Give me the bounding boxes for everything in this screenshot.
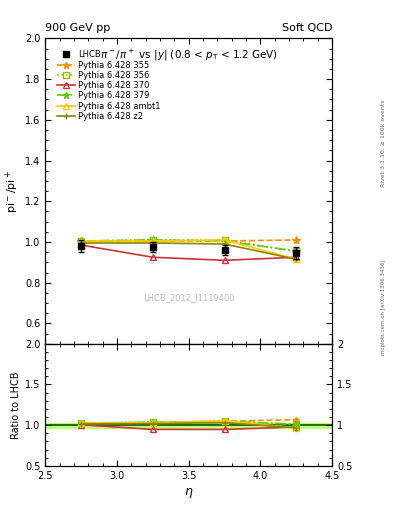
Line: Pythia 6.428 379: Pythia 6.428 379 xyxy=(77,236,300,255)
Line: Pythia 6.428 z2: Pythia 6.428 z2 xyxy=(77,240,300,263)
Pythia 6.428 370 xyxy=(222,257,227,263)
Text: $\pi^-/\pi^+$ vs $|y|$ (0.8 < $p_\mathrm{T}$ < 1.2 GeV): $\pi^-/\pi^+$ vs $|y|$ (0.8 < $p_\mathrm… xyxy=(100,48,277,62)
Pythia 6.428 370 xyxy=(79,242,83,248)
Pythia 6.428 379 xyxy=(222,238,227,244)
Y-axis label: pi$^-$/pi$^+$: pi$^-$/pi$^+$ xyxy=(4,169,21,212)
Pythia 6.428 355 xyxy=(294,237,299,243)
Pythia 6.428 356 xyxy=(151,237,155,243)
Pythia 6.428 z2 xyxy=(294,256,299,262)
Pythia 6.428 z2 xyxy=(222,241,227,247)
Pythia 6.428 355 xyxy=(79,238,83,244)
Pythia 6.428 355 xyxy=(222,238,227,244)
Pythia 6.428 ambt1 xyxy=(294,256,299,262)
Line: Pythia 6.428 356: Pythia 6.428 356 xyxy=(77,237,300,254)
Legend: LHCB, Pythia 6.428 355, Pythia 6.428 356, Pythia 6.428 370, Pythia 6.428 379, Py: LHCB, Pythia 6.428 355, Pythia 6.428 356… xyxy=(55,49,163,122)
Pythia 6.428 356 xyxy=(294,248,299,254)
Pythia 6.428 ambt1 xyxy=(151,238,155,244)
Pythia 6.428 379 xyxy=(294,248,299,254)
Pythia 6.428 ambt1 xyxy=(79,238,83,244)
Pythia 6.428 370 xyxy=(151,254,155,260)
Pythia 6.428 356 xyxy=(222,237,227,243)
Text: LHCB_2012_I1119400: LHCB_2012_I1119400 xyxy=(143,293,234,303)
Pythia 6.428 370 xyxy=(294,254,299,260)
Pythia 6.428 ambt1 xyxy=(222,237,227,243)
Pythia 6.428 379 xyxy=(151,237,155,243)
Y-axis label: Ratio to LHCB: Ratio to LHCB xyxy=(11,371,21,439)
Line: Pythia 6.428 ambt1: Pythia 6.428 ambt1 xyxy=(77,237,300,263)
Text: mcplots.cern.ch [arXiv:1306.3436]: mcplots.cern.ch [arXiv:1306.3436] xyxy=(381,260,386,355)
X-axis label: $\eta$: $\eta$ xyxy=(184,486,193,500)
Pythia 6.428 356 xyxy=(79,238,83,244)
Text: 900 GeV pp: 900 GeV pp xyxy=(45,23,110,33)
Bar xyxy=(45,423,332,428)
Text: Rivet 3.1.10, ≥ 100k events: Rivet 3.1.10, ≥ 100k events xyxy=(381,99,386,187)
Line: Pythia 6.428 355: Pythia 6.428 355 xyxy=(77,236,300,245)
Pythia 6.428 z2 xyxy=(79,240,83,246)
Pythia 6.428 z2 xyxy=(151,240,155,246)
Text: Soft QCD: Soft QCD xyxy=(282,23,332,33)
Pythia 6.428 379 xyxy=(79,238,83,244)
Pythia 6.428 355 xyxy=(151,238,155,244)
Line: Pythia 6.428 370: Pythia 6.428 370 xyxy=(77,242,300,264)
